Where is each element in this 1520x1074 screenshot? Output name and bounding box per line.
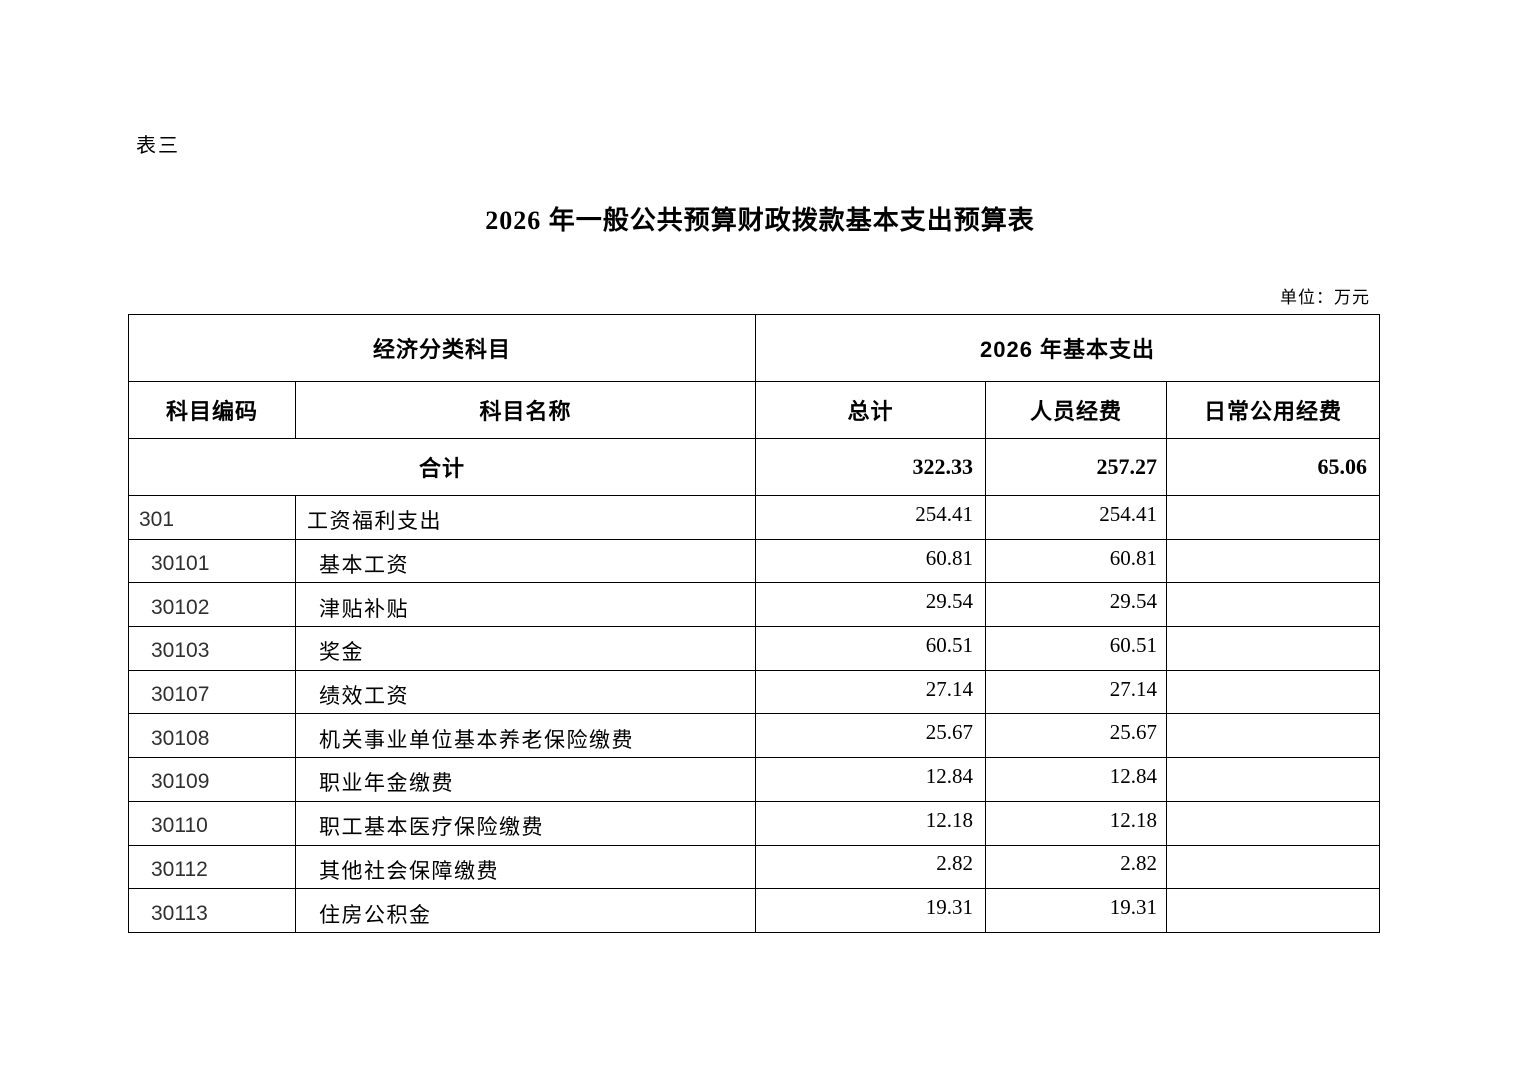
subject-code-cell: 30103	[128, 626, 296, 671]
daily-public-cell	[1166, 582, 1381, 628]
total-row-total-value: 322.33	[755, 438, 987, 496]
daily-public-cell	[1166, 757, 1381, 802]
table-row: 30113 住房公积金 19.31 19.31	[128, 888, 1381, 933]
table-row: 30101 基本工资 60.81 60.81	[128, 538, 1381, 584]
subject-code-cell: 30109	[128, 757, 296, 802]
subject-code-cell: 30102	[128, 582, 296, 628]
subject-code-cell: 30101	[128, 538, 296, 584]
total-row-label: 合计	[127, 438, 757, 496]
daily-public-cell	[1166, 713, 1381, 759]
total-cell: 254.41	[755, 495, 987, 540]
table-row: 30109 职业年金缴费 12.84 12.84	[128, 757, 1381, 802]
daily-public-cell	[1166, 626, 1381, 671]
subject-name-cell: 职业年金缴费	[294, 757, 757, 802]
subject-name-cell: 绩效工资	[294, 669, 757, 715]
table-total-row: 合计 322.33 257.27 65.06	[127, 438, 1381, 496]
subject-name-cell: 机关事业单位基本养老保险缴费	[294, 713, 757, 759]
total-cell: 19.31	[755, 888, 987, 933]
budget-table: 经济分类科目 2026 年基本支出 科目编码 科目名称 总计 人员经费 日常公用…	[127, 314, 1381, 933]
header-daily-public-funds: 日常公用经费	[1166, 381, 1381, 439]
daily-public-cell	[1166, 888, 1381, 933]
table-row: 30102 津贴补贴 29.54 29.54	[128, 582, 1381, 628]
header-total: 总计	[755, 381, 987, 439]
personnel-cell: 25.67	[985, 713, 1168, 759]
daily-public-cell	[1166, 669, 1381, 715]
total-cell: 60.51	[755, 626, 987, 671]
table-label: 表三	[136, 135, 180, 157]
subject-name-cell: 奖金	[294, 626, 757, 671]
table-row: 301 工资福利支出 254.41 254.41	[128, 495, 1381, 540]
personnel-cell: 19.31	[985, 888, 1168, 933]
header-personnel-funds: 人员经费	[985, 381, 1168, 439]
daily-public-cell	[1166, 495, 1381, 540]
total-cell: 12.18	[755, 800, 987, 846]
subject-code-cell: 30110	[128, 800, 296, 846]
table-row: 30112 其他社会保障缴费 2.82 2.82	[128, 844, 1381, 890]
header-economic-category: 经济分类科目	[127, 314, 757, 382]
subject-name-cell: 住房公积金	[294, 888, 757, 933]
personnel-cell: 29.54	[985, 582, 1168, 628]
personnel-cell: 2.82	[985, 844, 1168, 890]
personnel-cell: 27.14	[985, 669, 1168, 715]
table-header-row-2: 科目编码 科目名称 总计 人员经费 日常公用经费	[128, 381, 1381, 439]
subject-code-cell: 30113	[128, 888, 296, 933]
total-row-personnel-value: 257.27	[985, 438, 1168, 496]
total-cell: 29.54	[755, 582, 987, 628]
table-row: 30107 绩效工资 27.14 27.14	[128, 669, 1381, 715]
total-row-daily-public-value: 65.06	[1166, 438, 1381, 496]
personnel-cell: 12.84	[985, 757, 1168, 802]
subject-code-cell: 30107	[128, 669, 296, 715]
subject-name-cell: 其他社会保障缴费	[294, 844, 757, 890]
personnel-cell: 254.41	[985, 495, 1168, 540]
header-basic-expenditure-2026: 2026 年基本支出	[755, 314, 1381, 382]
personnel-cell: 60.51	[985, 626, 1168, 671]
subject-name-cell: 津贴补贴	[294, 582, 757, 628]
daily-public-cell	[1166, 800, 1381, 846]
personnel-cell: 12.18	[985, 800, 1168, 846]
subject-name-cell: 职工基本医疗保险缴费	[294, 800, 757, 846]
subject-code-cell: 30108	[128, 713, 296, 759]
header-subject-code: 科目编码	[128, 381, 296, 439]
page-title: 2026 年一般公共预算财政拨款基本支出预算表	[485, 206, 1035, 235]
daily-public-cell	[1166, 538, 1381, 584]
header-subject-name: 科目名称	[294, 381, 757, 439]
subject-code-cell: 30112	[128, 844, 296, 890]
personnel-cell: 60.81	[985, 538, 1168, 584]
unit-note: 单位：万元	[1280, 288, 1370, 307]
subject-code-cell: 301	[128, 495, 296, 540]
daily-public-cell	[1166, 844, 1381, 890]
total-cell: 2.82	[755, 844, 987, 890]
subject-name-cell: 工资福利支出	[294, 495, 757, 540]
total-cell: 27.14	[755, 669, 987, 715]
table-row: 30103 奖金 60.51 60.51	[128, 626, 1381, 671]
table-row: 30110 职工基本医疗保险缴费 12.18 12.18	[128, 800, 1381, 846]
total-cell: 12.84	[755, 757, 987, 802]
total-cell: 60.81	[755, 538, 987, 584]
total-cell: 25.67	[755, 713, 987, 759]
table-row: 30108 机关事业单位基本养老保险缴费 25.67 25.67	[128, 713, 1381, 759]
table-header-row-1: 经济分类科目 2026 年基本支出	[127, 314, 1381, 382]
subject-name-cell: 基本工资	[294, 538, 757, 584]
